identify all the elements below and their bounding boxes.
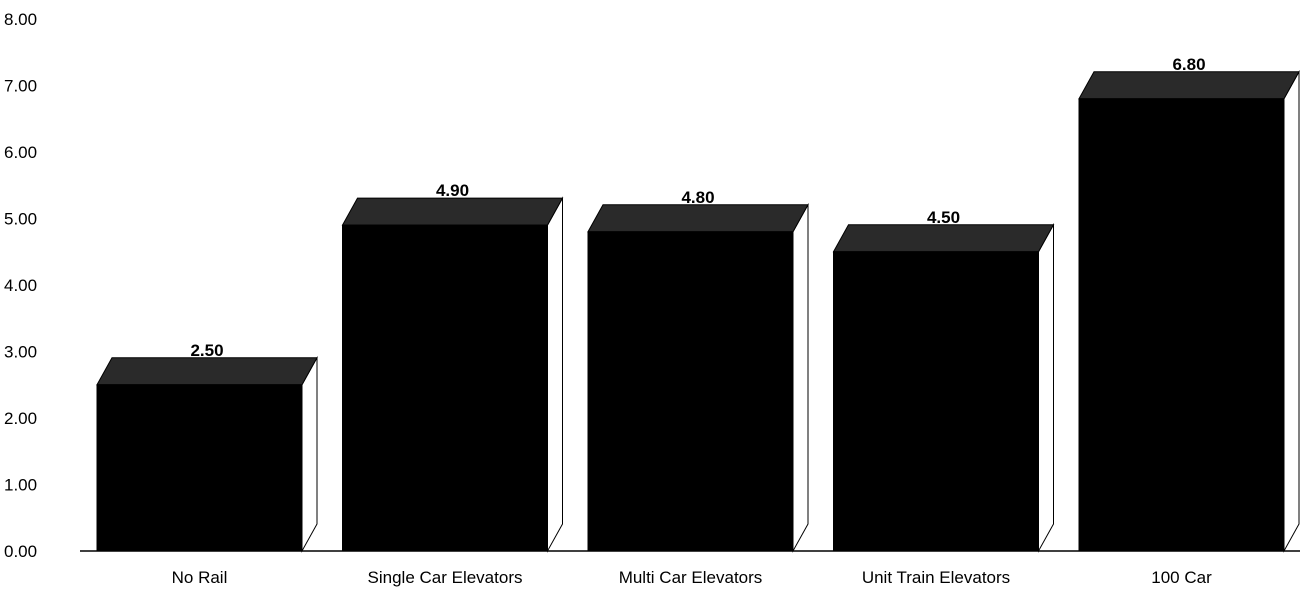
bar-side	[792, 202, 809, 553]
bar-front	[342, 224, 548, 552]
y-tick-label: 0.00	[4, 542, 37, 561]
y-tick-label: 1.00	[4, 476, 37, 495]
value-label: 4.50	[927, 208, 960, 227]
bar-side	[547, 196, 563, 553]
bar	[341, 196, 564, 553]
y-tick-label: 6.00	[4, 143, 37, 162]
category-label: 100 Car	[1151, 568, 1212, 587]
bar	[587, 202, 809, 553]
y-tick-label: 4.00	[4, 276, 37, 295]
bar	[96, 355, 318, 553]
bar-side	[301, 355, 318, 553]
category-label: Single Car Elevators	[368, 568, 523, 587]
y-tick-label: 5.00	[4, 210, 37, 229]
bar-side	[1038, 222, 1054, 553]
category-label: Multi Car Elevators	[619, 568, 763, 587]
bar-front	[587, 231, 794, 552]
value-labels: 2.50 4.90 4.80 4.50 6.80	[190, 55, 1205, 360]
bar-top	[832, 224, 1055, 253]
bar-top	[587, 204, 809, 233]
y-tick-label: 8.00	[4, 10, 37, 29]
y-tick-label: 2.00	[4, 409, 37, 428]
bar-front	[833, 251, 1039, 552]
category-labels: No Rail Single Car Elevators Multi Car Ele…	[172, 568, 1212, 587]
y-tick-label: 7.00	[4, 77, 37, 96]
bar-front	[1078, 98, 1285, 552]
bar	[832, 222, 1055, 553]
bar-front	[96, 384, 303, 552]
value-label: 2.50	[190, 341, 223, 360]
bar	[1078, 69, 1300, 553]
category-label: Unit Train Elevators	[862, 568, 1010, 587]
bars	[96, 69, 1300, 553]
y-tick-label: 3.00	[4, 343, 37, 362]
bar-top	[96, 357, 318, 386]
value-label: 4.80	[681, 188, 714, 207]
value-label: 6.80	[1172, 55, 1205, 74]
value-label: 4.90	[436, 181, 469, 200]
bar-side	[1283, 69, 1300, 553]
category-label: No Rail	[172, 568, 228, 587]
y-axis-ticks: 0.00 1.00 2.00 3.00 4.00 5.00 6.00 7.00 8.00	[4, 10, 37, 561]
bar-top	[341, 197, 564, 226]
bar-top	[1078, 71, 1300, 100]
